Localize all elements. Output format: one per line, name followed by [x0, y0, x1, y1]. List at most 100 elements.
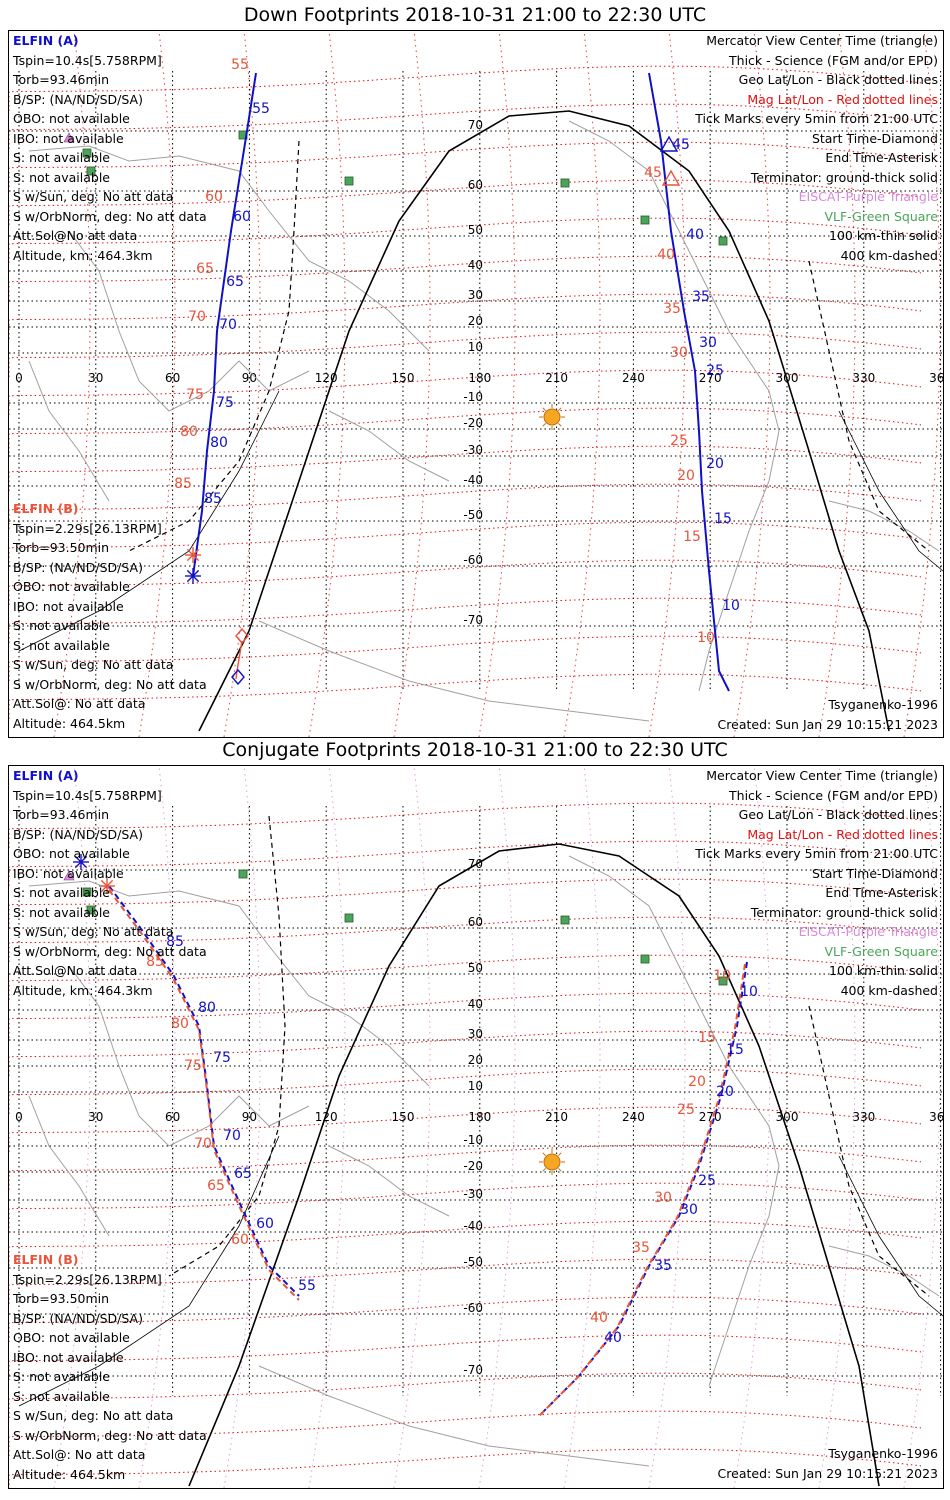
lon-tick-label: 330 [852, 1110, 875, 1124]
lat-tick-label: -50 [463, 508, 483, 522]
coastline [258, 620, 650, 722]
elfin_a-line: IBO: not available [13, 865, 124, 881]
terminator-400km [808, 260, 930, 552]
lon-tick-label: 60 [165, 1110, 180, 1124]
lon-tick-label: 240 [622, 1110, 645, 1124]
lat-tick-label: 40 [468, 997, 483, 1011]
elfin_b-line: IBO: not available [13, 1349, 124, 1365]
lat-tick-label: 50 [468, 223, 483, 237]
track-time-label: 40 [604, 1330, 622, 1346]
elfin_b-line: S: not available [13, 637, 110, 653]
conjugate-footprints-panel: 0 30 60 90 120 150 180 210 240 270 300 330 360 70 60 50… [8, 765, 944, 1489]
lon-tick-label: 210 [545, 1110, 568, 1124]
elfin_b-line: Att.Sol@: No att data [13, 1447, 146, 1462]
elfin_b-line: B/SP: (NA/ND/SD/SA) [13, 1310, 143, 1326]
mag-lon-line [478, 766, 516, 1488]
track-time-label: 80 [210, 435, 228, 451]
track-time-label: 65 [226, 274, 244, 290]
mag-lat-line [9, 217, 922, 263]
lon-tick-label: 360 [929, 1110, 943, 1124]
terminator-100km [18, 1135, 943, 1407]
track-time-label: 10 [697, 630, 715, 646]
elfin_a-line: ELFIN (A) [13, 33, 79, 48]
sun-ray [542, 1152, 546, 1156]
legend-line: End Time-Asterisk [825, 150, 938, 165]
coastline [568, 120, 780, 692]
track-time-label: 15 [714, 511, 732, 527]
end-time-asterisk [186, 548, 200, 562]
track-time-label: 35 [663, 301, 681, 317]
down-footprints-panel: 0306090120150180210240270300330360706050… [8, 30, 944, 738]
created-timestamp: Created: Sun Jan 29 10:15:21 2023 [717, 1466, 938, 1481]
mag-lat-line [9, 1410, 922, 1456]
lon-tick-label: 270 [699, 1110, 722, 1124]
lon-tick-label: 90 [242, 371, 257, 385]
mag-lat-line [9, 293, 922, 339]
track-time-label: 75 [216, 395, 234, 411]
elfin_a-line: Tspin=10.4s[5.758RPM] [13, 787, 162, 803]
lon-tick-label: 0 [15, 371, 23, 385]
track-time-label: 30 [670, 345, 688, 361]
elfin_a-line: Att.Sol@No att data [13, 228, 138, 243]
coastline [328, 1145, 450, 1217]
vlf-station-square [718, 236, 728, 246]
legend-line: 100 km-thin solid [829, 228, 938, 243]
mag-lat-line [9, 878, 922, 924]
lon-tick-label: 210 [545, 371, 568, 385]
lon-tick-label: 330 [852, 371, 875, 385]
sun-ray [558, 423, 562, 427]
down-footprints-map: 0306090120150180210240270300330360706050… [9, 31, 943, 737]
track-time-label: 85 [204, 491, 222, 507]
elfin-a-track [648, 72, 730, 692]
elfin_a-line: S w/OrbNorm, deg: No att data [13, 208, 207, 224]
track-time-label: 80 [180, 424, 198, 440]
track-time-label: 85 [174, 476, 192, 492]
elfin_b-line: OBO: not available [13, 579, 130, 594]
mag-lat-line [9, 916, 922, 962]
mag-lat-line [9, 179, 922, 225]
mag-lon-line [733, 766, 771, 1488]
created-timestamp: Created: Sun Jan 29 10:15:21 2023 [717, 717, 938, 732]
mag-lon-line [138, 766, 176, 1488]
elfin-a-track [192, 72, 257, 577]
track-time-label: 20 [706, 456, 724, 472]
mag-lat-line [9, 331, 922, 377]
elfin_b-line: ELFIN (B) [13, 1252, 79, 1267]
lat-tick-label: 10 [468, 340, 483, 354]
end-time-asterisk [100, 879, 114, 893]
coastline [28, 1095, 110, 1237]
legend-line: VLF-Green Square [824, 208, 938, 224]
lat-tick-label: 30 [468, 288, 483, 302]
coastline [68, 230, 310, 412]
elfin_a-line: OBO: not available [13, 111, 130, 126]
lat-tick-label: 20 [468, 314, 483, 328]
vlf-station-square [344, 913, 354, 923]
start-time-diamond [235, 627, 249, 645]
lat-tick-label: 40 [468, 258, 483, 272]
lat-tick-label: -40 [463, 473, 483, 487]
elfin_a-line: Att.Sol@No att data [13, 963, 138, 978]
coastline [68, 965, 310, 1147]
start-time-diamond [231, 668, 245, 686]
elfin_a-line: ELFIN (A) [13, 768, 79, 783]
vlf-station-square [82, 887, 92, 897]
lat-tick-label: 70 [468, 118, 483, 132]
track-time-label: 25 [677, 1102, 695, 1118]
elfin_a-line: S w/Sun, deg: No att data [13, 924, 174, 939]
coastline [828, 500, 940, 552]
lat-tick-label: 10 [468, 1079, 483, 1093]
mag-lat-line [9, 1030, 922, 1076]
track-time-label: 40 [686, 227, 704, 243]
legend-line: Start Time-Diamond [811, 130, 938, 146]
elfin_b-line: S: not available [13, 618, 110, 633]
mag-lat-line [9, 445, 922, 491]
mag-lat-line [9, 65, 922, 111]
vlf-station-square [238, 869, 248, 879]
track-time-label: 20 [677, 468, 695, 484]
track-time-label: 85 [146, 954, 164, 970]
end-time-asterisk [74, 855, 88, 869]
lon-tick-label: 0 [15, 1110, 23, 1124]
track-time-label: 55 [252, 101, 270, 117]
mag-lat-line [9, 802, 922, 848]
sun-icon [543, 1153, 561, 1171]
